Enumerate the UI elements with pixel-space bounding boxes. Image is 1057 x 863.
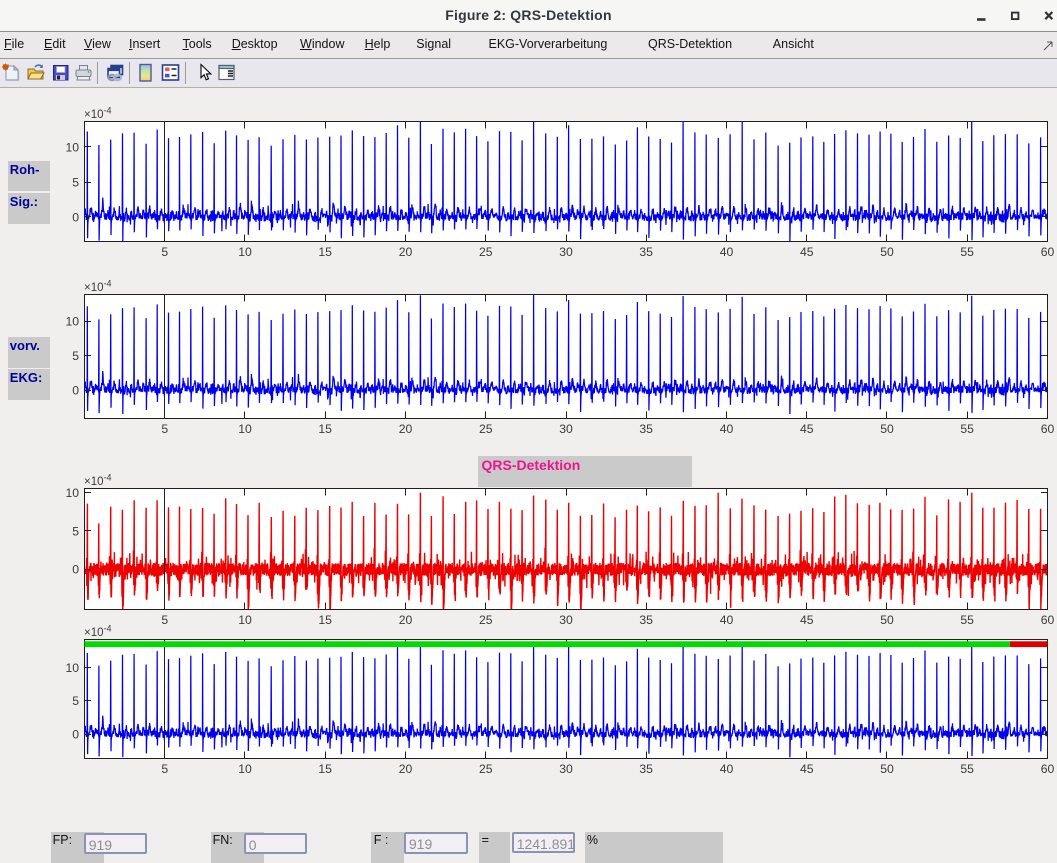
svg-text:10: 10 xyxy=(238,613,252,627)
svg-text:20: 20 xyxy=(399,613,413,627)
svg-text:10: 10 xyxy=(238,245,252,259)
svg-text:45: 45 xyxy=(800,762,814,776)
svg-text:35: 35 xyxy=(639,613,653,627)
svg-text:10: 10 xyxy=(65,661,79,675)
svg-text:×10-4: ×10-4 xyxy=(84,624,112,640)
svg-text:30: 30 xyxy=(559,422,573,436)
svg-text:5: 5 xyxy=(72,694,79,708)
svg-text:60: 60 xyxy=(1041,762,1055,776)
svg-text:50: 50 xyxy=(880,613,894,627)
svg-text:40: 40 xyxy=(720,245,734,259)
svg-text:40: 40 xyxy=(720,613,734,627)
svg-text:30: 30 xyxy=(559,245,573,259)
svg-text:10: 10 xyxy=(65,315,79,329)
svg-text:60: 60 xyxy=(1041,245,1055,259)
svg-text:25: 25 xyxy=(479,613,493,627)
svg-text:50: 50 xyxy=(880,422,894,436)
svg-text:20: 20 xyxy=(399,422,413,436)
svg-text:5: 5 xyxy=(161,762,168,776)
svg-text:0: 0 xyxy=(72,563,79,577)
svg-text:0: 0 xyxy=(72,727,79,741)
svg-text:35: 35 xyxy=(639,422,653,436)
svg-text:0: 0 xyxy=(72,383,79,397)
svg-text:×10-4: ×10-4 xyxy=(84,473,112,489)
svg-text:10: 10 xyxy=(238,422,252,436)
svg-text:50: 50 xyxy=(880,762,894,776)
svg-text:30: 30 xyxy=(559,613,573,627)
svg-text:45: 45 xyxy=(800,613,814,627)
svg-text:30: 30 xyxy=(559,762,573,776)
svg-text:5: 5 xyxy=(72,524,79,538)
svg-text:10: 10 xyxy=(65,140,79,154)
svg-text:25: 25 xyxy=(479,245,493,259)
svg-text:60: 60 xyxy=(1041,613,1055,627)
svg-text:15: 15 xyxy=(318,613,332,627)
svg-text:5: 5 xyxy=(161,422,168,436)
svg-text:40: 40 xyxy=(720,422,734,436)
svg-text:20: 20 xyxy=(399,762,413,776)
svg-text:5: 5 xyxy=(161,613,168,627)
svg-text:55: 55 xyxy=(960,613,974,627)
svg-text:10: 10 xyxy=(238,762,252,776)
svg-text:20: 20 xyxy=(399,245,413,259)
svg-text:55: 55 xyxy=(960,245,974,259)
svg-text:25: 25 xyxy=(479,762,493,776)
svg-text:50: 50 xyxy=(880,245,894,259)
svg-text:35: 35 xyxy=(639,245,653,259)
svg-text:5: 5 xyxy=(161,245,168,259)
svg-text:55: 55 xyxy=(960,762,974,776)
svg-text:55: 55 xyxy=(960,422,974,436)
svg-text:5: 5 xyxy=(72,175,79,189)
svg-text:×10-4: ×10-4 xyxy=(84,279,112,295)
svg-text:15: 15 xyxy=(318,245,332,259)
svg-text:45: 45 xyxy=(800,245,814,259)
svg-text:40: 40 xyxy=(720,762,734,776)
svg-text:15: 15 xyxy=(318,422,332,436)
svg-text:25: 25 xyxy=(479,422,493,436)
svg-text:5: 5 xyxy=(72,349,79,363)
svg-text:×10-4: ×10-4 xyxy=(84,106,112,122)
svg-text:10: 10 xyxy=(65,486,79,500)
svg-text:0: 0 xyxy=(72,210,79,224)
svg-text:35: 35 xyxy=(639,762,653,776)
svg-text:15: 15 xyxy=(318,762,332,776)
svg-text:60: 60 xyxy=(1041,422,1055,436)
svg-text:45: 45 xyxy=(800,422,814,436)
